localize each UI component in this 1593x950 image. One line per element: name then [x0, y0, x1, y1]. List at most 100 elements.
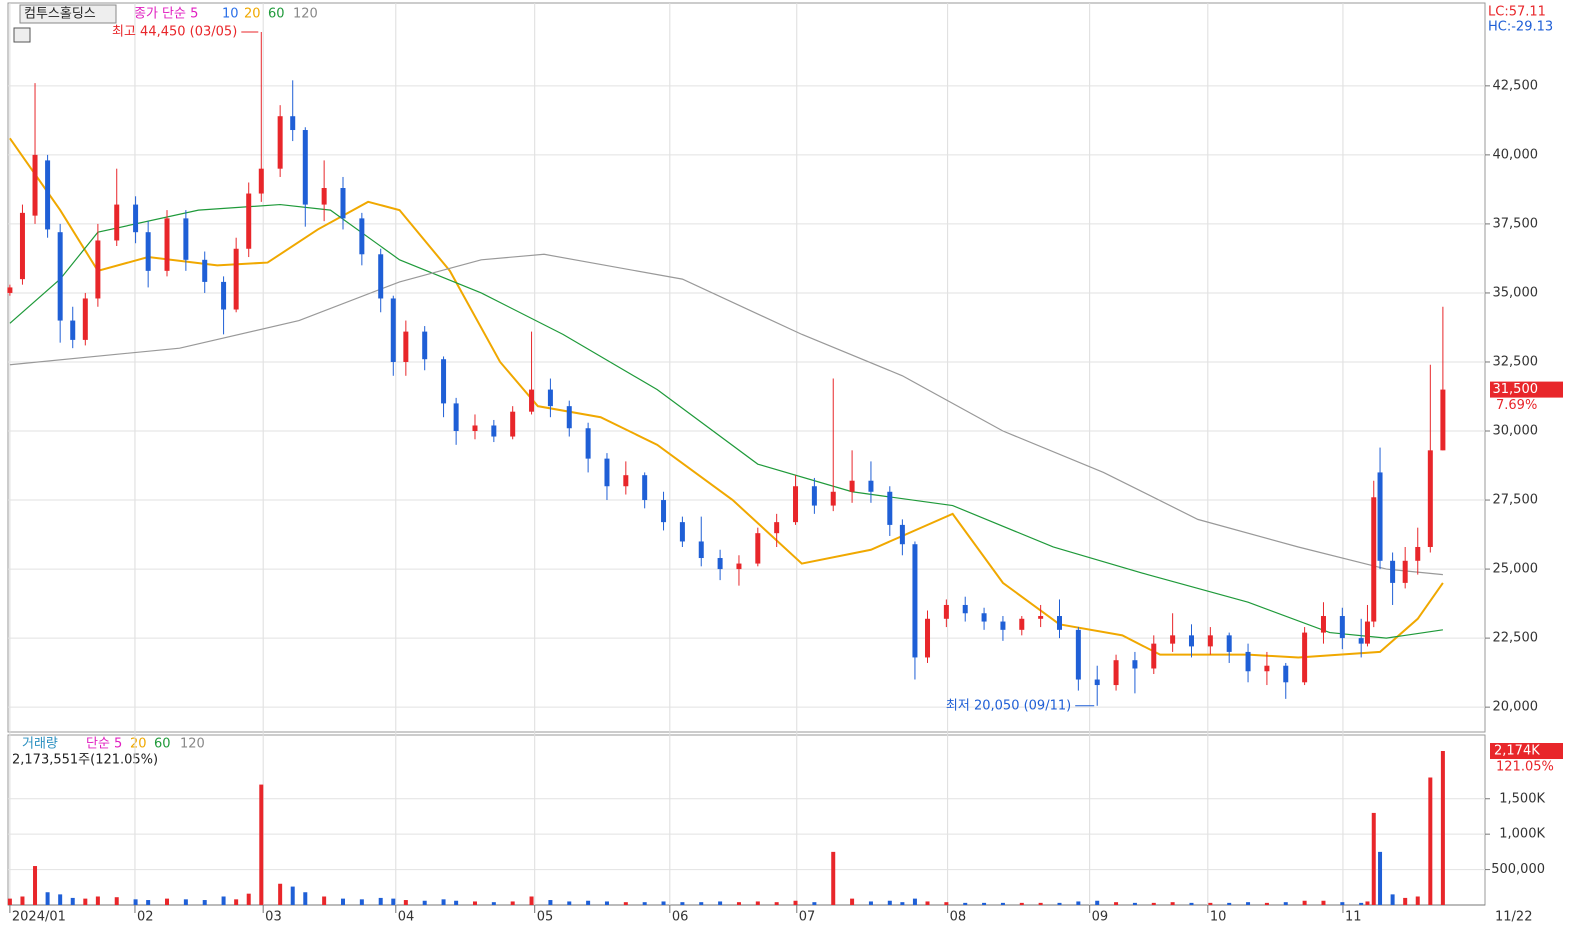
volume-bar: [278, 883, 283, 905]
candle-body: [1302, 632, 1308, 683]
volume-bar: [45, 892, 50, 905]
y-tick-label: 37,500: [1493, 216, 1539, 231]
volume-bar: [1371, 812, 1376, 905]
candle-body: [340, 188, 346, 219]
candle-body: [1000, 621, 1006, 630]
volume-bar: [290, 886, 295, 905]
candle-body: [547, 389, 553, 407]
candle-body: [70, 320, 76, 340]
volume-bar: [1321, 900, 1326, 905]
candle-body: [925, 618, 931, 658]
candle-body: [1151, 643, 1157, 669]
volume-tag: [1490, 743, 1563, 760]
volume-bar: [303, 892, 308, 905]
candle-body: [1113, 660, 1119, 686]
candle-body: [1132, 660, 1138, 669]
candle-body: [1056, 616, 1062, 630]
volume-bar: [699, 902, 704, 905]
volume-bar: [1302, 900, 1307, 905]
volume-bar: [623, 902, 628, 905]
volume-bar: [1057, 902, 1062, 905]
price-panel: [7, 2, 1486, 733]
volume-bar: [548, 900, 553, 905]
candle-body: [1170, 635, 1176, 644]
candle-body: [183, 218, 189, 260]
volume-bar: [491, 902, 496, 905]
volume-bar: [378, 897, 383, 905]
volume-bar: [1440, 751, 1445, 905]
candle-body: [1440, 389, 1446, 451]
lc-label: LC:57.11: [1488, 5, 1546, 20]
y-tick-label: 1,000K: [1499, 827, 1545, 842]
candle-body: [736, 563, 742, 570]
volume-bar: [1246, 902, 1251, 905]
volume-bar: [831, 851, 836, 905]
candle-body: [441, 359, 447, 404]
volume-bar: [912, 898, 917, 905]
candle-body: [1226, 635, 1232, 652]
x-tick-label: 2024/01: [12, 910, 66, 925]
volume-bar: [1359, 902, 1364, 905]
candle-body: [849, 480, 855, 492]
candle-body: [202, 259, 208, 282]
volume-bar: [1189, 902, 1194, 905]
stock-name: 컴투스홀딩스: [24, 7, 96, 22]
candle-body: [1264, 665, 1270, 672]
y-tick-label: 32,500: [1493, 354, 1539, 369]
x-tick-label: 03: [265, 910, 282, 925]
volume-bar: [359, 899, 364, 905]
x-tick-label: 09: [1092, 910, 1109, 925]
y-tick-label: 35,000: [1493, 285, 1539, 300]
volume-bar: [422, 900, 427, 905]
volume-bar: [70, 897, 75, 905]
volume-bar: [1340, 902, 1345, 905]
candle-body: [1094, 679, 1100, 686]
candle-body: [510, 411, 516, 437]
candle-body: [755, 533, 761, 564]
volume-bar: [680, 902, 685, 905]
volume-bar: [774, 902, 779, 905]
candle-body: [887, 491, 893, 525]
volume-bar: [234, 899, 239, 905]
price-tag-label: 31,500: [1493, 382, 1539, 397]
candle-body: [1207, 635, 1213, 647]
candle-body: [82, 298, 88, 340]
volume-bar: [868, 901, 873, 905]
candle-body: [390, 298, 396, 362]
volume-bar: [1170, 902, 1175, 905]
volume-bar: [1403, 897, 1408, 905]
candle-body: [1075, 629, 1081, 680]
candle-body: [1038, 616, 1044, 619]
volume-bar: [391, 898, 396, 905]
candle-body: [164, 218, 170, 271]
candle-body: [811, 486, 817, 506]
volume-bar: [454, 900, 459, 905]
volume-bar: [944, 902, 949, 905]
grid-icon[interactable]: [13, 27, 31, 43]
legend-entry: 120: [180, 737, 205, 752]
candle-body: [1364, 621, 1370, 644]
candle-body: [246, 193, 252, 249]
candle-body: [491, 425, 497, 437]
volume-bar: [718, 901, 723, 905]
candle-body: [359, 218, 365, 255]
legend-entry: 60: [154, 737, 171, 752]
legend-entry: 종가 단순 5: [134, 7, 198, 22]
x-tick-label: 06: [672, 910, 689, 925]
candle-body: [830, 491, 836, 506]
volume-bar: [586, 900, 591, 905]
x-tick-label: 07: [799, 910, 816, 925]
candle-body: [57, 232, 63, 321]
volume-bar: [793, 900, 798, 905]
candle-body: [472, 425, 478, 432]
volume-bar: [1208, 902, 1213, 905]
volume-bar: [259, 784, 264, 905]
candle-body: [1371, 497, 1377, 622]
candle-body: [642, 475, 648, 501]
y-tick-label: 30,000: [1493, 424, 1539, 439]
volume-bar: [165, 898, 170, 905]
volume-bar: [661, 901, 666, 905]
volume-bar: [567, 901, 572, 905]
candle-body: [1377, 472, 1383, 561]
candle-body: [717, 558, 723, 570]
